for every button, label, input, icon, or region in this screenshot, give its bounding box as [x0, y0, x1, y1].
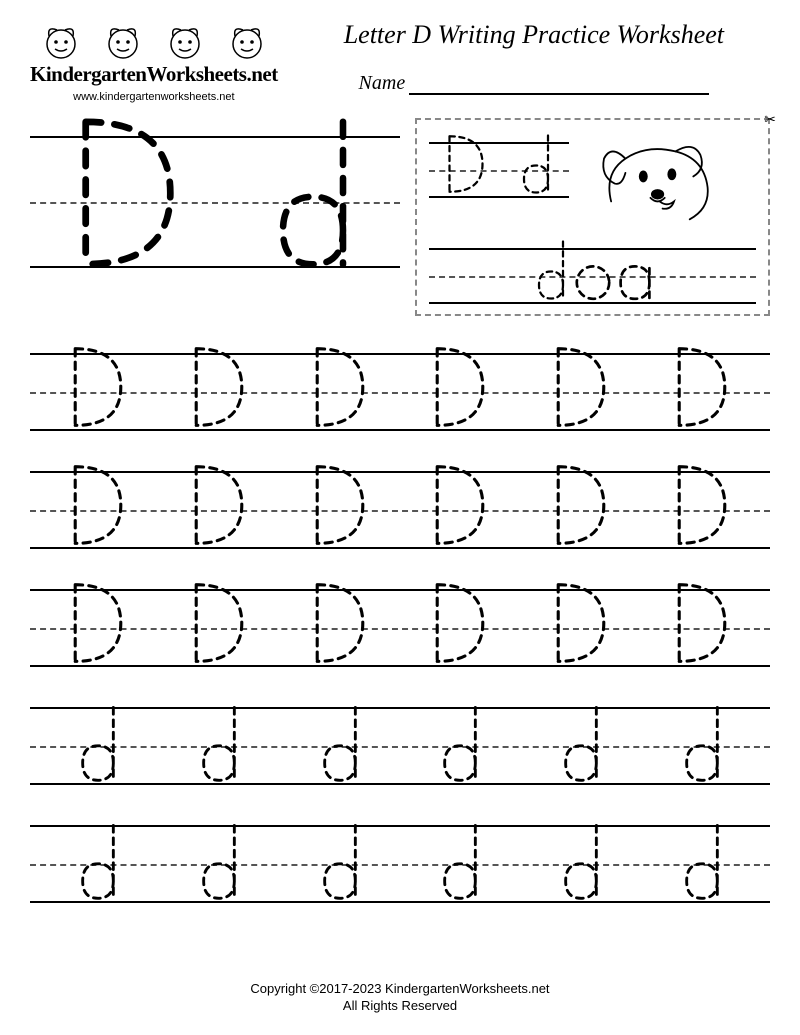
trace-letter-d	[558, 813, 604, 903]
name-line: Name	[298, 72, 770, 95]
trace-letter-d	[679, 695, 725, 785]
trace-letter-D	[311, 577, 369, 667]
trace-letter-D	[431, 341, 489, 431]
trace-letter-D	[311, 341, 369, 431]
child-face-icon	[227, 20, 267, 60]
practice-row-lower[interactable]	[30, 695, 770, 785]
trace-letter-D	[190, 459, 248, 549]
child-face-icon	[103, 20, 143, 60]
example-letter-box	[30, 118, 400, 316]
scissors-icon: ✂	[764, 112, 776, 129]
rights-text: All Rights Reserved	[0, 998, 800, 1013]
trace-letter-D	[552, 459, 610, 549]
child-face-icon	[41, 20, 81, 60]
trace-letter-D	[190, 341, 248, 431]
logo-faces	[30, 20, 278, 60]
trace-letter-d	[196, 695, 242, 785]
practice-row-upper[interactable]	[30, 459, 770, 549]
practice-rows	[30, 341, 770, 903]
trace-letter-d	[679, 813, 725, 903]
trace-letter-d	[196, 813, 242, 903]
trace-letter-d	[75, 813, 121, 903]
copyright-text: Copyright ©2017-2023 KindergartenWorkshe…	[0, 981, 800, 996]
trace-letter-D	[552, 341, 610, 431]
trace-letter-o	[575, 236, 611, 304]
trace-letter-D	[673, 459, 731, 549]
trace-letter-d	[437, 695, 483, 785]
name-label: Name	[359, 72, 406, 94]
child-face-icon	[165, 20, 205, 60]
trace-letter-D	[69, 459, 127, 549]
trace-letter-D	[68, 118, 188, 268]
trace-letter-D	[311, 459, 369, 549]
logo-block: KindergartenWorksheets.net www.kindergar…	[30, 20, 278, 103]
practice-row-lower[interactable]	[30, 813, 770, 903]
logo-text: KindergartenWorksheets.net	[30, 62, 278, 87]
trace-letter-d	[518, 130, 554, 198]
title-block: Letter D Writing Practice Worksheet Name	[298, 20, 770, 95]
trace-letter-D	[673, 341, 731, 431]
footer: Copyright ©2017-2023 KindergartenWorkshe…	[0, 979, 800, 1015]
trace-letter-D	[431, 577, 489, 667]
trace-letter-D	[552, 577, 610, 667]
practice-row-upper[interactable]	[30, 577, 770, 667]
trace-letter-D	[673, 577, 731, 667]
trace-letter-D	[431, 459, 489, 549]
trace-letter-d	[558, 695, 604, 785]
vocab-word-line	[429, 236, 756, 304]
trace-letter-D	[445, 130, 487, 198]
vocab-card: ✂	[415, 118, 770, 316]
writing-line	[30, 118, 400, 268]
trace-letter-d	[437, 813, 483, 903]
trace-letter-d	[263, 118, 363, 268]
dog-illustration	[579, 130, 729, 230]
vocab-example-letters	[429, 130, 569, 230]
trace-letter-d	[75, 695, 121, 785]
trace-letter-D	[69, 341, 127, 431]
header: KindergartenWorksheets.net www.kindergar…	[30, 20, 770, 103]
trace-letter-g	[617, 236, 653, 304]
name-underline[interactable]	[409, 93, 709, 95]
trace-letter-D	[69, 577, 127, 667]
trace-letter-d	[533, 236, 569, 304]
top-section: ✂	[30, 118, 770, 316]
trace-letter-d	[317, 695, 363, 785]
trace-letter-D	[190, 577, 248, 667]
trace-letter-d	[317, 813, 363, 903]
worksheet-title: Letter D Writing Practice Worksheet	[298, 20, 770, 50]
practice-row-upper[interactable]	[30, 341, 770, 431]
logo-url: www.kindergartenworksheets.net	[30, 91, 278, 103]
